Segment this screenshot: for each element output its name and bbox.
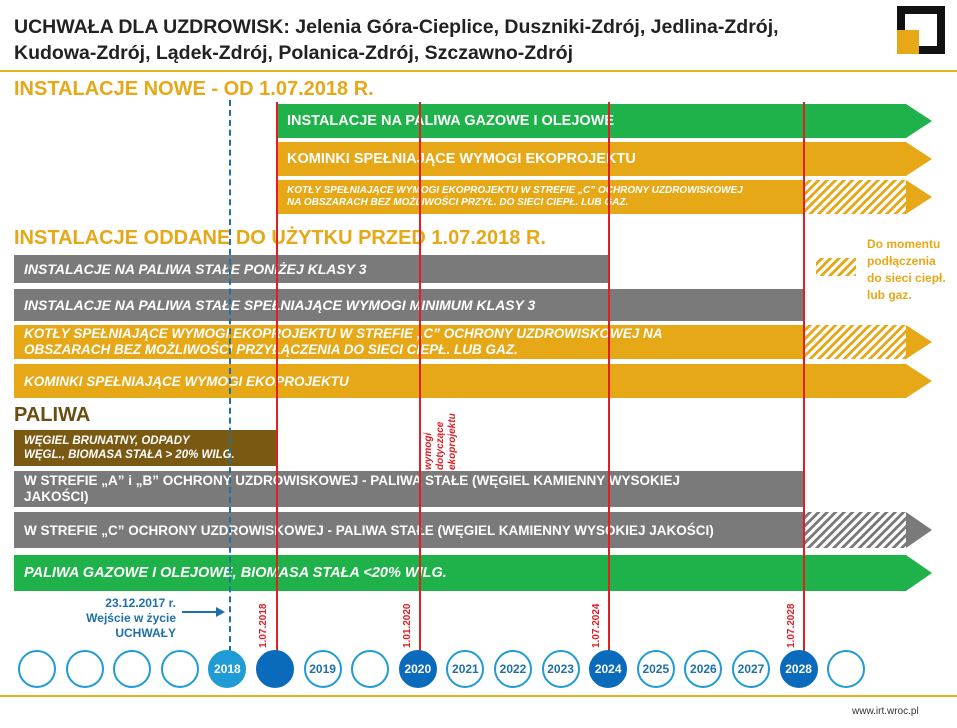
section-title-fuels: PALIWA [14,404,91,426]
date-label-2024: 1.07.2024 [591,603,602,649]
arrow-fuel-gas [906,555,932,591]
bar-new-fireplaces: KOMINKI SPEŁNIAJĄCE WYMOGI EKOPROJEKTU [277,142,906,176]
ecodesign-note: wymogi dotyczące ekoprojektu [423,413,458,470]
arrow-new-boilers [906,180,932,214]
bar-fuel-gas: PALIWA GAZOWE I OLEJOWE, BIOMASA STAŁA <… [14,555,906,591]
timeline-circle [65,650,104,688]
bar-fuel-brown-coal: WĘGIEL BRUNATNY, ODPADY WĘGL., BIOMASA S… [14,430,276,466]
date-label-2018: 1.07.2018 [258,603,269,649]
timeline-year-2021: 2021 [446,650,485,688]
arrow-fuel-zone-c [906,512,932,548]
timeline-year-2020: 2020 [398,650,437,688]
bar-old-boilers: KOTŁY SPEŁNIAJĄCE WYMOGI EKOPROJEKTU W S… [14,325,804,359]
footer-url: www.irt.wroc.pl [852,706,919,717]
bar-old-below3: INSTALACJE NA PALIWA STAŁE PONIŻEJ KLASY… [14,255,609,283]
timeline-year-2022: 2022 [494,650,532,688]
section-title-new: INSTALACJE NOWE - OD 1.07.2018 R. [14,78,374,100]
redline-2020 [419,102,421,658]
timeline-circle [827,650,866,688]
arrow-new-gas [906,104,932,138]
entry-arrow [182,611,218,613]
arrow-old-boilers [906,325,932,359]
bar-old-boilers-hatch [804,325,906,359]
timeline-year-2024: 2024 [589,650,628,688]
bar-old-min3: INSTALACJE NA PALIWA STAŁE SPEŁNIAJĄCE W… [14,289,804,321]
legend-text: Do momentu podłączenia do sieci ciepł. l… [867,237,946,302]
bar-fuel-zone-c: W STREFIE „C” OCHRONY UZDROWISKOWEJ - PA… [14,512,804,548]
redline-2024 [608,102,610,658]
bar-fuel-zone-ab: W STREFIE „A” i „B” OCHRONY UZDROWISKOWE… [14,471,804,507]
entry-arrow-head [216,607,225,617]
header-rule [0,70,957,72]
timeline-circle [160,650,199,688]
page-title: UCHWAŁA DLA UZDROWISK: Jelenia Góra-Ciep… [14,16,779,64]
timeline-year-2028: 2028 [779,650,818,688]
redline-2028 [803,102,805,658]
date-label-2020: 1.01.2020 [402,603,413,649]
bar-new-gas: INSTALACJE NA PALIWA GAZOWE I OLEJOWE [277,104,906,138]
date-label-2028: 1.07.2028 [786,603,797,649]
timeline-circle [113,650,152,688]
entry-dashed-line [229,100,231,652]
redline-2018 [276,102,278,658]
arrow-old-fireplaces [906,364,932,398]
entry-note: 23.12.2017 r. Wejście w życie UCHWAŁY [86,596,176,640]
legend-hatch-swatch [816,258,856,276]
timeline-year-2019: 2019 [303,650,342,688]
irt-logo [897,6,945,54]
section-title-old: INSTALACJE ODDANE DO UŻYTKU PRZED 1.07.2… [14,227,546,249]
timeline-year-2023: 2023 [541,650,580,688]
timeline-circle [18,650,56,688]
timeline-year-2027: 2027 [732,650,770,688]
timeline-year-2026: 2026 [684,650,723,688]
arrow-new-fireplaces [906,142,932,176]
timeline-year-2025: 2025 [636,650,675,688]
bar-old-fireplaces: KOMINKI SPEŁNIAJĄCE WYMOGI EKOPROJEKTU [14,364,906,398]
footer-rule [0,695,957,697]
bar-new-boilers-hatch [804,180,906,214]
bar-new-boilers: KOTŁY SPEŁNIAJĄCE WYMOGI EKOPROJEKTU W S… [277,180,804,214]
bar-fuel-zone-c-hatch [804,512,906,548]
timeline-year-2018: 2018 [208,650,247,688]
timeline-circle [256,650,294,688]
timeline-circle [351,650,390,688]
